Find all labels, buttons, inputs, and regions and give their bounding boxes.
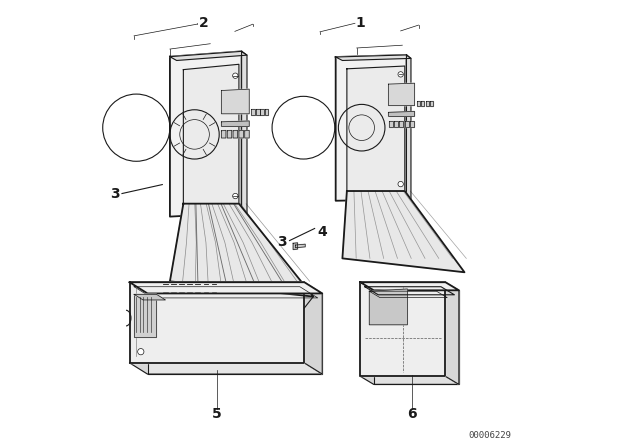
Polygon shape <box>260 109 264 115</box>
Polygon shape <box>421 101 424 106</box>
Polygon shape <box>130 282 305 363</box>
Polygon shape <box>239 130 243 138</box>
Text: 3: 3 <box>277 235 287 249</box>
Text: 5: 5 <box>212 407 222 422</box>
Text: 00006229: 00006229 <box>468 431 512 440</box>
Polygon shape <box>394 121 398 127</box>
Text: 4: 4 <box>317 224 326 239</box>
Polygon shape <box>296 244 305 248</box>
Text: 2: 2 <box>198 16 209 30</box>
Polygon shape <box>336 55 406 201</box>
Circle shape <box>398 181 403 187</box>
Polygon shape <box>244 130 249 138</box>
Polygon shape <box>305 282 323 374</box>
Polygon shape <box>360 282 445 376</box>
Polygon shape <box>417 101 420 106</box>
Polygon shape <box>445 282 459 384</box>
Polygon shape <box>148 293 323 374</box>
Polygon shape <box>221 130 226 138</box>
Polygon shape <box>252 109 255 115</box>
Polygon shape <box>130 282 323 293</box>
Polygon shape <box>399 121 403 127</box>
Polygon shape <box>410 121 414 127</box>
Polygon shape <box>360 376 459 384</box>
Circle shape <box>138 349 144 355</box>
Polygon shape <box>170 204 314 297</box>
Polygon shape <box>227 130 232 138</box>
Polygon shape <box>256 109 260 115</box>
Polygon shape <box>134 294 157 337</box>
Polygon shape <box>369 289 408 325</box>
Polygon shape <box>374 290 459 384</box>
Polygon shape <box>184 65 239 204</box>
Polygon shape <box>170 52 247 60</box>
Text: 1: 1 <box>355 16 365 30</box>
Polygon shape <box>430 101 433 106</box>
Polygon shape <box>221 89 249 114</box>
Polygon shape <box>388 121 392 127</box>
Polygon shape <box>406 55 411 203</box>
Polygon shape <box>426 101 429 106</box>
Circle shape <box>233 73 238 78</box>
Polygon shape <box>170 52 242 217</box>
Polygon shape <box>388 112 415 116</box>
Polygon shape <box>134 294 165 300</box>
Polygon shape <box>293 243 298 250</box>
Polygon shape <box>242 52 247 217</box>
Polygon shape <box>233 130 237 138</box>
Polygon shape <box>404 121 409 127</box>
Circle shape <box>398 72 403 77</box>
Text: 6: 6 <box>407 407 417 422</box>
Text: 3: 3 <box>111 186 120 201</box>
Polygon shape <box>360 282 459 290</box>
Polygon shape <box>388 83 415 106</box>
Polygon shape <box>265 109 269 115</box>
Polygon shape <box>221 121 249 126</box>
Polygon shape <box>130 363 323 374</box>
Polygon shape <box>347 66 405 191</box>
Polygon shape <box>336 55 411 60</box>
Polygon shape <box>342 191 465 272</box>
Circle shape <box>233 194 238 199</box>
